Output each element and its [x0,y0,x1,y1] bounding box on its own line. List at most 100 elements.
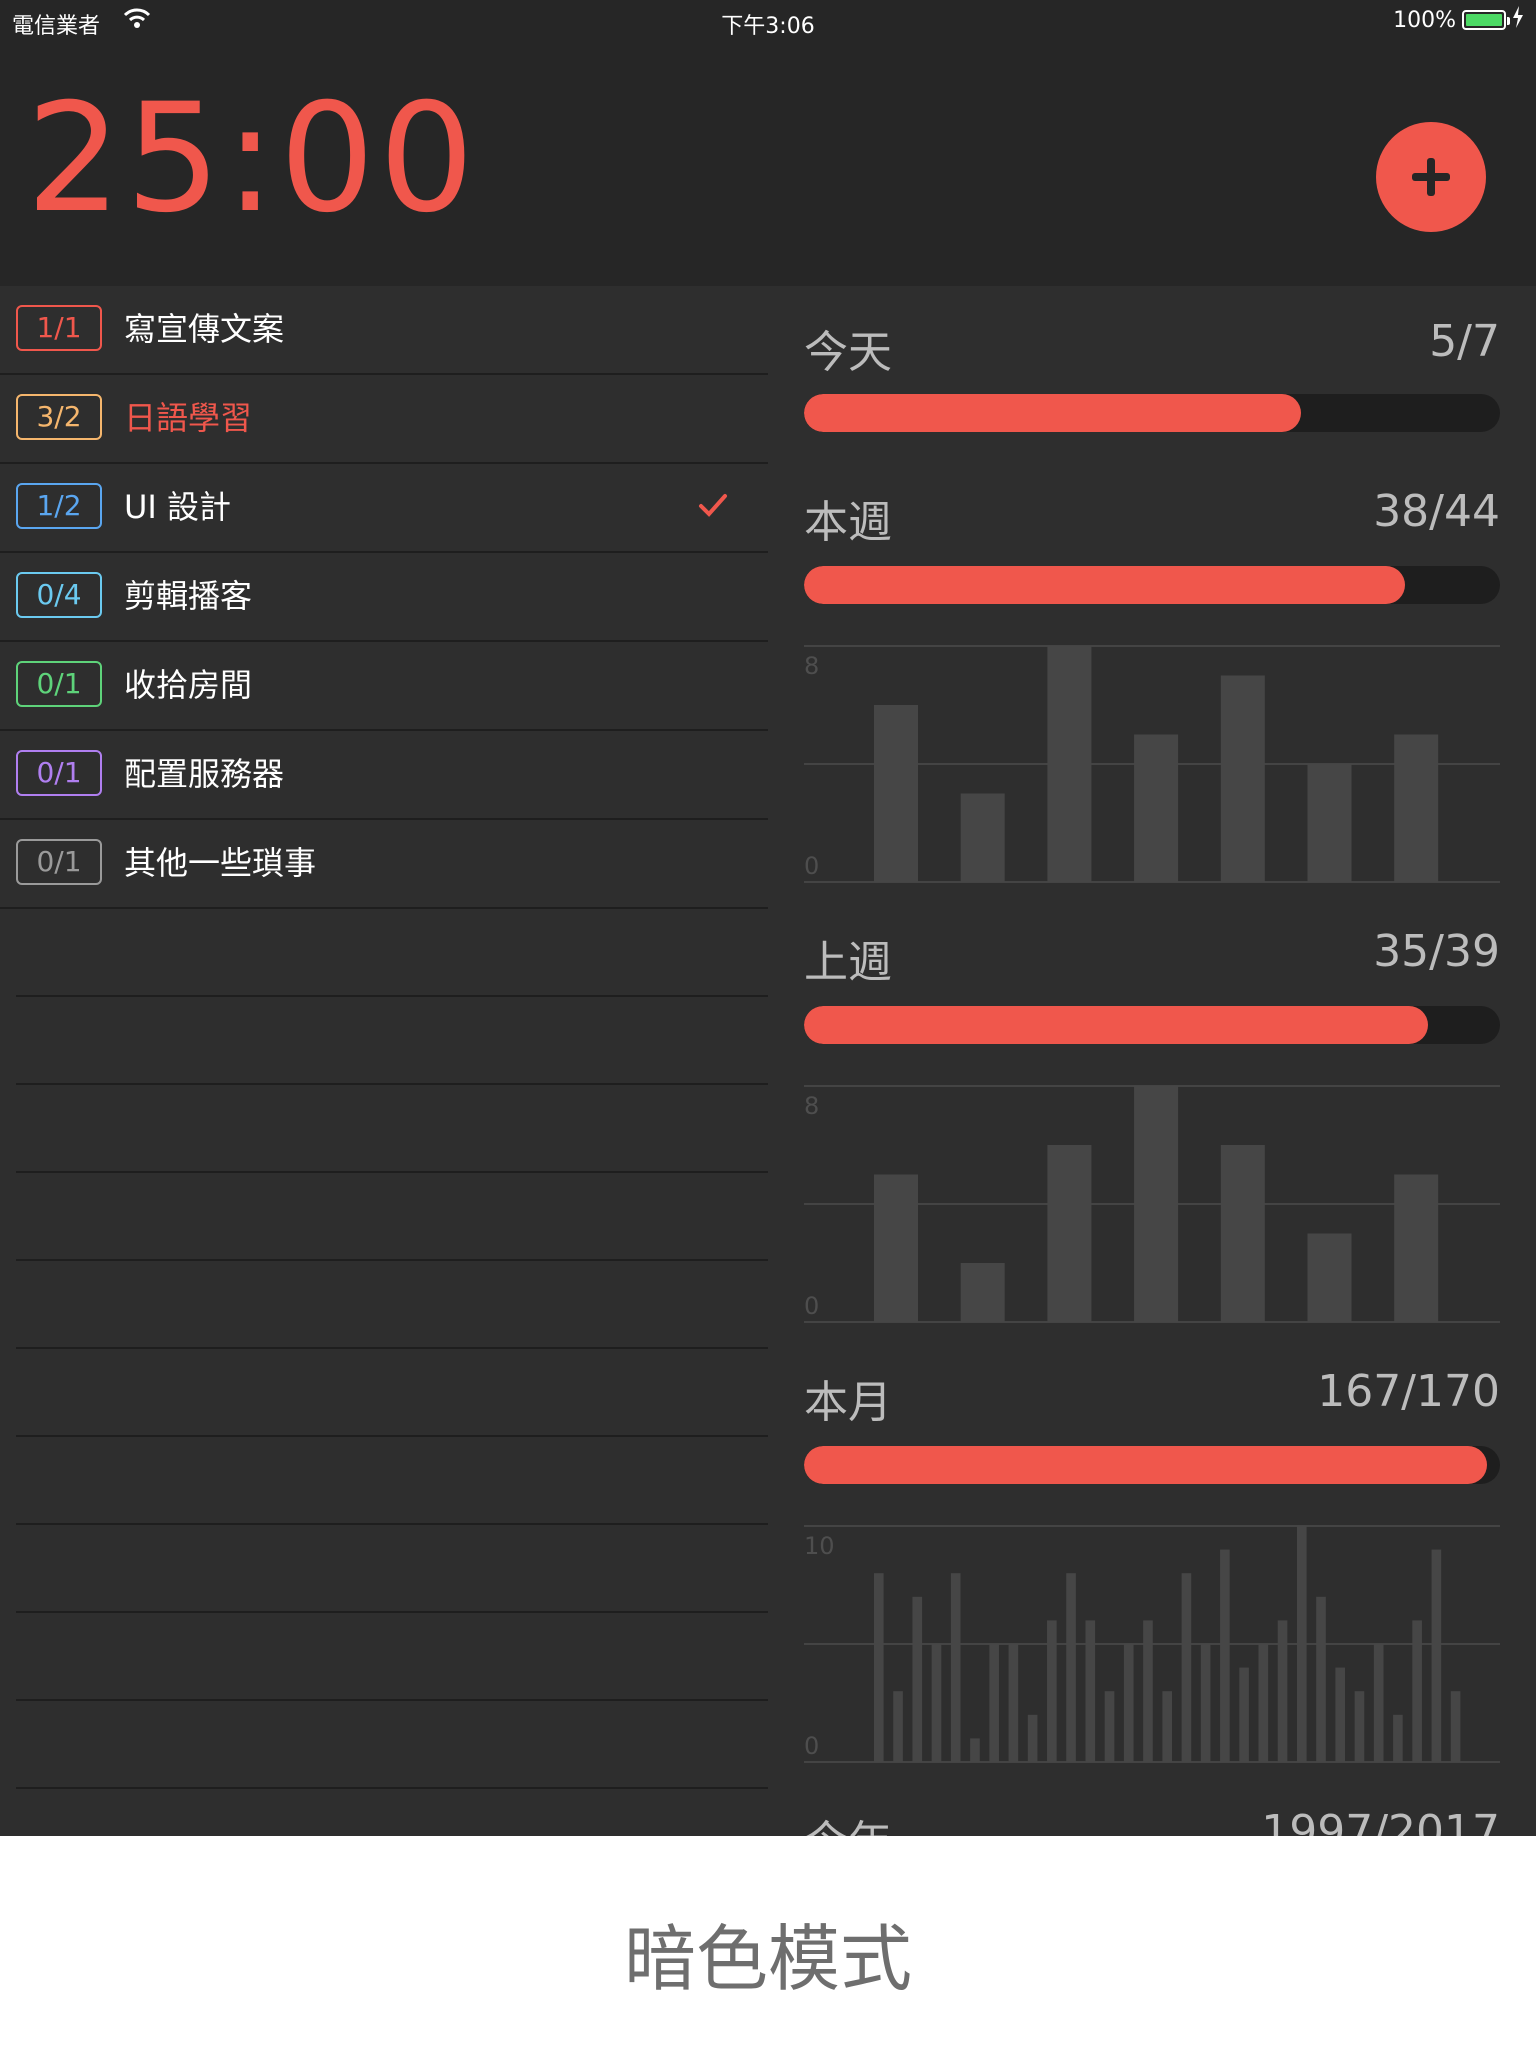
task-list: 1/1 寫宣傳文案 3/2 日語學習 1/2 UI 設計 0/4 剪輯播客 0/1 收拾房間 0/1… [0,286,768,1836]
empty-row [16,1789,768,1836]
chart-bar [1431,1549,1442,1762]
chart-bar [1162,1691,1172,1762]
last-week-progress-bar [804,1006,1500,1044]
chart-bar [1239,1667,1249,1762]
chart-bar [950,1573,961,1762]
stat-today: 今天 5/7 [804,316,1500,378]
chart-bar [1047,1145,1092,1322]
chart-bar [989,1644,999,1762]
stat-this-week-label: 本週 [804,497,892,548]
chart-bar [1047,1620,1057,1762]
chart-bar [1134,1086,1179,1322]
chart-bar [931,1644,942,1762]
this-month-progress-bar [804,1446,1500,1484]
chart-bar [893,1691,903,1762]
task-row[interactable]: 0/4 剪輯播客 [0,553,768,642]
bar-chart: 80 [804,1085,1500,1323]
chart-bar [1123,1644,1134,1762]
task-row[interactable]: 0/1 收拾房間 [0,642,768,731]
chart-bar [1027,1714,1038,1762]
chart-bar [1335,1667,1346,1762]
wifi-icon [122,6,152,38]
chart-bar [1394,1174,1439,1322]
empty-row [16,1525,768,1613]
chart-bar [970,1738,980,1762]
task-row[interactable]: 0/1 其他一些瑣事 [0,820,768,909]
chart-bar [1373,1644,1384,1762]
task-name: UI 設計 [124,488,232,526]
today-progress-fill [804,394,1301,432]
chart-bar [874,1573,884,1762]
task-pomodoro-badge: 0/1 [16,661,102,707]
task-name: 其他一些瑣事 [124,844,317,882]
timer-display[interactable]: 25:00 [26,72,479,246]
this-month-chart: 10 0 [804,1524,1500,1764]
battery-indicator: 100% [1393,6,1524,34]
stat-last-week-label: 上週 [804,937,892,988]
task-pomodoro-badge: 0/4 [16,572,102,618]
empty-row [16,1437,768,1525]
stat-this-year-label: 今年 [804,1806,892,1836]
chart-bar [1220,1145,1265,1322]
task-name: 配置服務器 [124,755,285,793]
charging-icon [1512,6,1524,34]
stat-today-label: 今天 [804,327,892,378]
empty-row [16,1701,768,1789]
task-pomodoro-badge: 3/2 [16,394,102,440]
tick-label: 0 [804,1292,819,1320]
stat-this-year: 今年 1997/2017 [804,1806,1500,1836]
chart-bar [874,705,918,882]
chart-bar [1307,764,1352,882]
tick-label: 8 [804,652,819,680]
stat-this-year-value: 1997/2017 [1261,1806,1500,1836]
tick-label: 8 [804,1092,819,1120]
chart-bar [1316,1596,1326,1762]
this-month-progress-fill [804,1446,1488,1484]
task-row[interactable]: 0/1 配置服務器 [0,731,768,820]
empty-row [16,1349,768,1437]
task-name: 寫宣傳文案 [124,310,285,348]
empty-row [16,1261,768,1349]
task-pomodoro-badge: 0/1 [16,839,102,885]
battery-icon [1462,10,1510,30]
stat-last-week: 上週 35/39 [804,926,1500,988]
tick-label: 10 [804,1532,835,1560]
chart-bar [874,1174,918,1322]
chart-bar [960,793,1005,882]
chart-bar [1143,1620,1153,1762]
task-row[interactable]: 1/2 UI 設計 [0,464,768,553]
task-row[interactable]: 3/2 日語學習 [0,375,768,464]
tick-label: 0 [804,852,819,880]
stat-this-month: 本月 167/170 [804,1366,1500,1428]
chart-bar [1394,734,1439,882]
status-time: 下午3:06 [721,14,815,39]
chart-bar [1393,1714,1403,1762]
chart-bar [1104,1691,1115,1762]
task-name: 剪輯播客 [124,577,253,615]
chart-bar [1354,1691,1365,1762]
chart-bar [1181,1573,1192,1762]
checkmark-icon [696,488,730,526]
bar-chart: 10 0 [804,1525,1500,1763]
chart-bar [1296,1526,1307,1762]
empty-row [16,909,768,997]
chart-bar [1450,1691,1461,1762]
this-week-progress-fill [804,566,1406,604]
stat-today-value: 5/7 [1429,316,1500,367]
chart-bar [1200,1644,1211,1762]
chart-bar [1134,734,1179,882]
bar-chart: 80 [804,645,1500,883]
task-pomodoro-badge: 0/1 [16,750,102,796]
chart-bar [1008,1644,1019,1762]
carrier-label: 電信業者 [12,14,101,39]
timer-header: 25:00 [0,42,1536,286]
caption-text: 暗色模式 [623,1917,912,2001]
stat-this-month-label: 本月 [804,1377,892,1428]
add-task-button[interactable] [1376,122,1486,232]
task-row[interactable]: 1/1 寫宣傳文案 [0,286,768,375]
chart-bar [1412,1620,1422,1762]
task-name: 日語學習 [124,399,253,437]
chart-bar [1047,646,1092,882]
chart-bar [1277,1620,1288,1762]
